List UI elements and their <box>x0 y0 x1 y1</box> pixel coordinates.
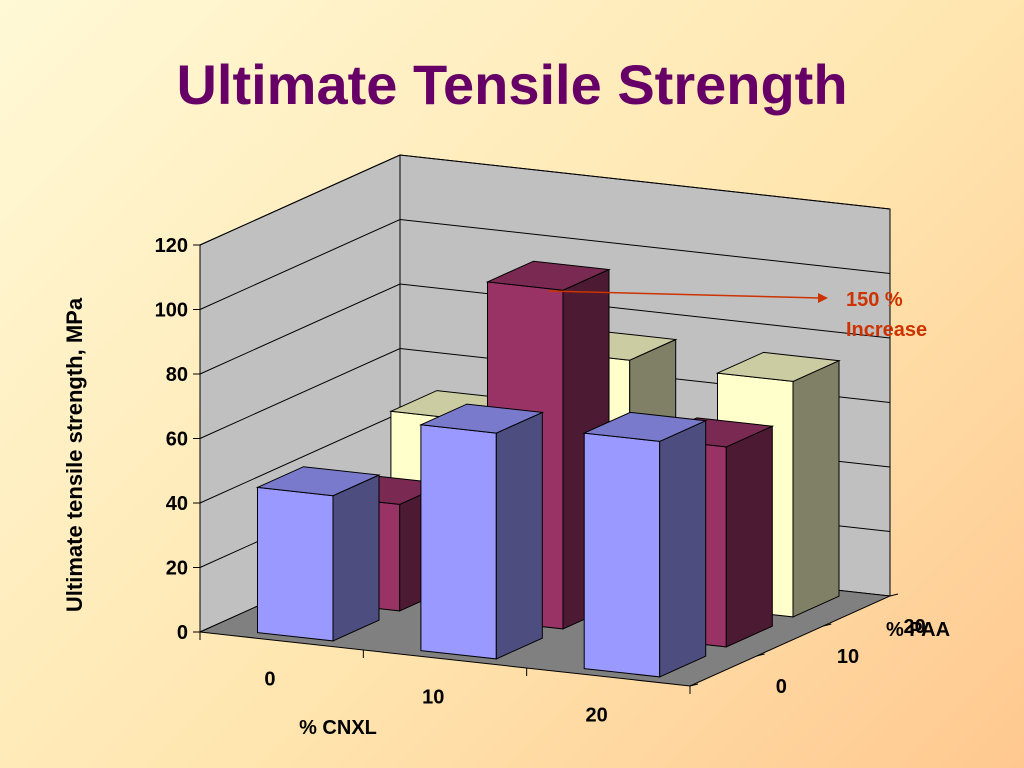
gridline <box>199 283 891 375</box>
depth-tick-label: 20 <box>904 616 926 638</box>
y-tick-label: 100 <box>155 300 188 322</box>
bar-cnxl10-paa0 <box>419 403 545 660</box>
y-tick-label: 120 <box>155 235 188 257</box>
bar-front-face <box>583 432 661 678</box>
bar-top-face <box>485 260 611 291</box>
x-tick-label: 0 <box>264 668 275 690</box>
annotation-line1: 150 % <box>846 289 903 311</box>
bar-side-face <box>792 359 840 618</box>
chart-bars <box>255 260 841 678</box>
bar-front-face <box>257 486 334 642</box>
depth-axis-title: % PAA <box>886 619 950 641</box>
y-tick-label: 20 <box>166 558 188 580</box>
annotation-line2: Increase <box>846 319 927 341</box>
chart-labels: 0 20 40 60 80 100 120 0 10 20 0 10 20 % CNXL % PAA Ulti… <box>62 235 950 739</box>
x-tick-label: 10 <box>422 686 444 708</box>
bar-front-face <box>420 424 497 660</box>
gridline <box>199 154 891 246</box>
bar-side-face <box>332 474 380 642</box>
annotation-arrow-head <box>818 293 828 303</box>
depth-tick-mark <box>689 683 699 687</box>
y-axis-title: Ultimate tensile strength, MPa <box>62 297 87 612</box>
bar-side-face <box>725 425 773 648</box>
depth-tick-label: 10 <box>837 646 859 668</box>
depth-tick-mark <box>823 623 832 627</box>
annotation-arrow-line <box>547 290 821 299</box>
bar-side-face <box>495 411 543 660</box>
bar-top-face <box>419 403 545 434</box>
bar-cnxl20-paa0 <box>582 411 708 678</box>
depth-tick-mark <box>889 593 899 597</box>
y-tick-label: 40 <box>166 493 188 515</box>
depth-tick-mark <box>756 653 765 657</box>
bar-top-face <box>582 411 708 442</box>
slide-title: Ultimate Tensile Strength <box>176 53 848 116</box>
y-tick-label: 80 <box>166 364 188 386</box>
y-tick-label: 0 <box>177 622 188 644</box>
x-tick-label: 20 <box>585 704 607 726</box>
bar-cnxl0-paa0 <box>255 466 381 642</box>
bar-top-face <box>715 351 841 382</box>
y-tick-label: 60 <box>166 429 188 451</box>
bar-top-face <box>255 466 381 497</box>
bar-side-face <box>659 419 707 678</box>
depth-tick-label: 0 <box>776 676 787 698</box>
gridline <box>199 218 891 310</box>
x-axis-title: % CNXL <box>299 717 377 739</box>
